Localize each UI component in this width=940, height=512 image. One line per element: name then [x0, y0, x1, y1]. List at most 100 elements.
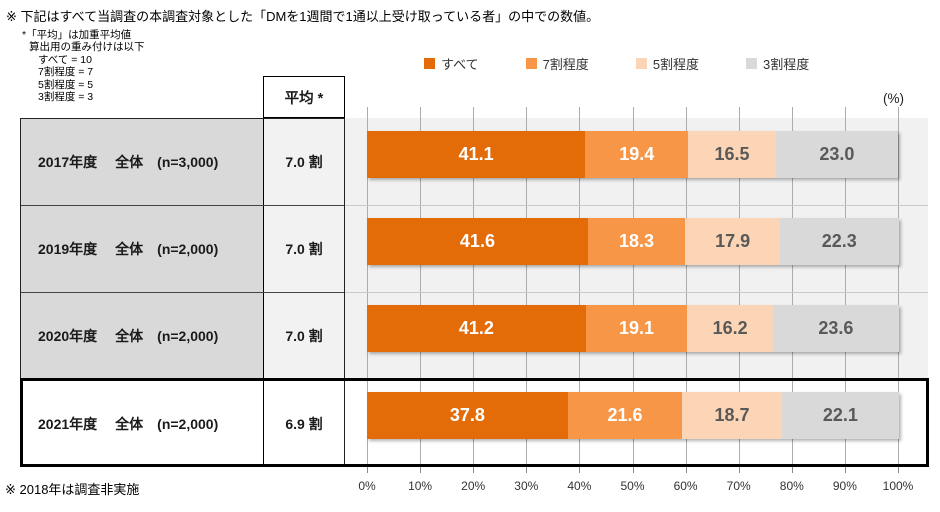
row-year: 2020年度 — [38, 328, 98, 344]
x-axis-tick — [791, 466, 793, 473]
weighting-note-line: *「平均」は加重平均値 — [22, 29, 132, 41]
bar-segment: 37.8 — [367, 392, 568, 439]
legend-swatch-icon — [525, 58, 537, 69]
x-axis-tick — [738, 466, 740, 473]
x-axis-tick — [898, 466, 899, 473]
stacked-bar: 41.6 18.3 17.9 22.3 — [367, 218, 899, 265]
bar-segment: 41.1 — [367, 131, 586, 178]
x-axis-tick — [579, 466, 581, 473]
x-axis-tick — [367, 466, 368, 473]
row-group: 全体 — [115, 415, 144, 432]
row-year: 2021年度 — [38, 415, 98, 432]
legend-label: 3割程度 — [763, 57, 810, 72]
x-axis-tick — [473, 466, 475, 473]
average-cell: 7.0 割 — [264, 119, 344, 205]
x-axis-tick — [685, 466, 687, 473]
bar-segment: 18.7 — [682, 392, 782, 439]
x-tick-label: 80% — [779, 479, 804, 493]
bar-segment: 19.1 — [585, 305, 688, 352]
bar-segment: 19.4 — [585, 131, 689, 178]
bar-segment: 41.6 — [367, 218, 588, 265]
footnote: ※ 2018年は調査非実施 — [5, 482, 140, 497]
average-cell: 7.0 割 — [264, 206, 344, 292]
row-n: (n=2,000) — [157, 328, 219, 344]
gridline — [473, 107, 475, 466]
average-cell: 6.9 割 — [264, 380, 344, 467]
gridline — [526, 107, 528, 466]
legend-swatch-icon — [635, 58, 647, 69]
bar-value-label: 18.3 — [618, 231, 654, 251]
legend-label: 7割程度 — [542, 57, 589, 72]
row-label-cell: 2020年度 全体 (n=2,000) — [21, 293, 264, 379]
x-tick-label: 60% — [673, 479, 698, 493]
gridline — [898, 107, 899, 466]
stacked-bar: 37.8 21.6 18.7 22.1 — [367, 392, 900, 439]
gridline — [791, 107, 793, 466]
average-cell: 7.0 割 — [264, 293, 344, 379]
bar-value-label: 19.1 — [618, 318, 654, 338]
row-label-cell: 2021年度 全体 (n=2,000) — [21, 380, 264, 467]
row-n: (n=2,000) — [157, 415, 219, 432]
gridline — [844, 107, 846, 466]
x-tick-label: 10% — [408, 479, 433, 493]
bar-value-label: 16.2 — [712, 318, 748, 338]
table-row: 2019年度 全体 (n=2,000) 7.0 割 — [21, 206, 344, 293]
bar-segment: 23.0 — [775, 131, 898, 178]
gridline — [685, 107, 687, 466]
x-tick-label: 100% — [882, 479, 914, 493]
legend-item: すべて — [424, 54, 479, 73]
bar-value-label: 17.9 — [715, 231, 751, 251]
x-tick-label: 90% — [832, 479, 857, 493]
legend-swatch-icon — [746, 58, 758, 69]
row-label-cell: 2019年度 全体 (n=2,000) — [21, 206, 264, 292]
bar-segment: 16.2 — [687, 305, 774, 352]
x-tick-label: 50% — [620, 479, 645, 493]
x-axis-tick — [632, 466, 634, 473]
x-tick-label: 20% — [461, 479, 486, 493]
bar-value-label: 16.5 — [714, 144, 750, 164]
row-boundary-line — [345, 379, 928, 380]
percent-axis-unit: (%) — [883, 91, 904, 106]
bar-value-label: 18.7 — [714, 405, 750, 425]
bar-value-label: 41.1 — [458, 144, 494, 164]
bar-segment: 17.9 — [685, 218, 781, 265]
bar-value-label: 23.6 — [818, 318, 854, 338]
bar-value-label: 37.8 — [449, 405, 485, 425]
row-year: 2017年度 — [38, 154, 98, 170]
category-table: 2017年度 全体 (n=3,000) 7.0 割 2019年度 全体 (n=2,000) 7… — [20, 118, 345, 467]
stacked-bar: 41.2 19.1 16.2 23.6 — [367, 305, 899, 352]
page-title: ※ 下記はすべて当調査の本調査対象とした「DMを1週間で1通以上受け取っている者… — [6, 9, 600, 24]
gridline — [579, 107, 581, 466]
weighting-note-line: 7割程度 = 7 — [38, 66, 94, 79]
x-axis-tick — [526, 466, 528, 473]
bar-value-label: 22.1 — [822, 405, 858, 425]
weighting-note-line: 算出用の重み付けは以下 — [29, 41, 145, 54]
legend-swatch-icon — [424, 58, 435, 69]
row-label-cell: 2017年度 全体 (n=3,000) — [21, 119, 264, 205]
gridline — [738, 107, 740, 466]
legend-label: すべて — [441, 57, 479, 72]
legend-item: 3割程度 — [746, 54, 809, 73]
bar-value-label: 41.2 — [458, 318, 494, 338]
row-boundary-line — [345, 205, 928, 206]
legend-item: 5割程度 — [635, 54, 700, 73]
row-group: 全体 — [115, 241, 144, 257]
legend-label: 5割程度 — [652, 57, 700, 72]
table-row: 2020年度 全体 (n=2,000) 7.0 割 — [21, 293, 344, 380]
bar-value-label: 22.3 — [821, 231, 857, 251]
gridline — [367, 107, 368, 466]
weighting-note-line: 5割程度 = 5 — [38, 78, 94, 91]
table-row: 2017年度 全体 (n=3,000) 7.0 割 — [21, 119, 344, 206]
x-axis-tick — [420, 466, 422, 473]
chart-legend: すべて 7割程度 5割程度 3割程度 — [424, 54, 809, 73]
bar-segment: 23.6 — [773, 305, 899, 352]
row-n: (n=2,000) — [157, 241, 219, 257]
gridline — [632, 107, 634, 466]
x-axis-tick — [844, 466, 846, 473]
bar-segment: 21.6 — [567, 392, 683, 439]
weighting-note-line: 3割程度 = 3 — [38, 90, 94, 103]
legend-item: 7割程度 — [525, 54, 589, 73]
x-tick-label: 70% — [726, 479, 751, 493]
weighting-note: *「平均」は加重平均値 算出用の重み付けは以下 すべて = 10 7割程度 = 7 5割… — [22, 29, 145, 103]
